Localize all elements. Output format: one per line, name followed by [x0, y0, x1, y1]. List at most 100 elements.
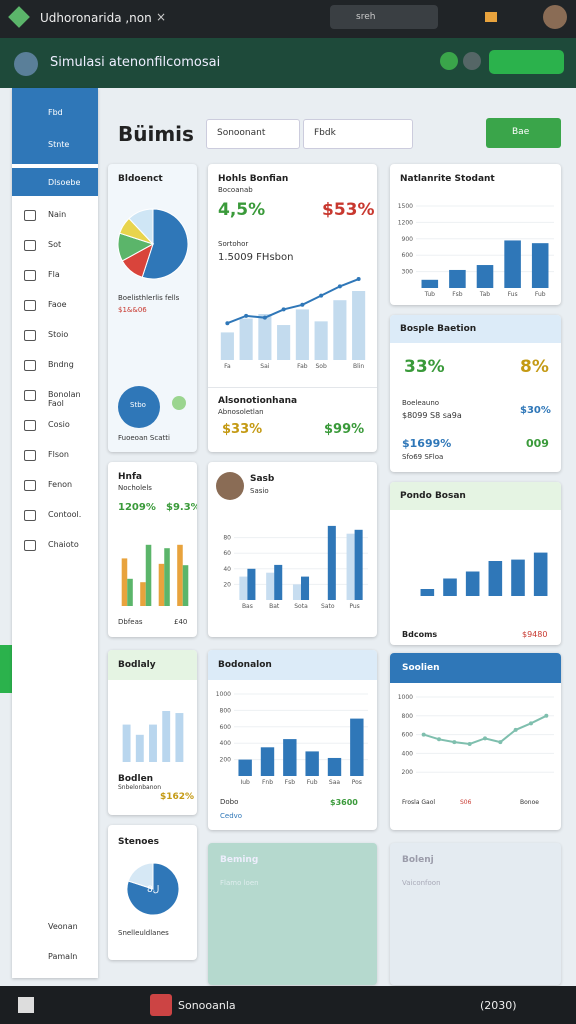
nav-item[interactable]: Fla	[48, 270, 60, 279]
point	[281, 307, 286, 312]
x-tick-label: Fub	[307, 779, 318, 786]
nav-item[interactable]: Contool.	[48, 510, 82, 519]
nav-item[interactable]: Stnte	[48, 140, 70, 149]
bar	[327, 757, 342, 776]
line: $8099 S8 sa9a	[402, 411, 462, 420]
kpi: $33%	[222, 422, 263, 437]
nav-item[interactable]: Flson	[48, 450, 69, 459]
bar	[301, 576, 310, 600]
nav-icon	[24, 480, 36, 491]
value: 009	[526, 437, 549, 450]
point	[498, 740, 503, 745]
caption: Sortohor	[218, 240, 249, 248]
divider	[208, 387, 377, 388]
footer: Cedvo	[220, 812, 243, 820]
button-text: Bae	[512, 127, 530, 137]
point	[225, 321, 230, 326]
nav-item[interactable]: Cosio	[48, 420, 70, 429]
start-button[interactable]	[18, 997, 34, 1013]
y-tick-label: 1200	[398, 219, 413, 226]
bar	[238, 759, 252, 776]
app-icon[interactable]	[150, 994, 172, 1016]
value: $1&&06	[118, 306, 147, 314]
line: Boeleauno	[402, 399, 440, 407]
y-tick-label: 1000	[216, 691, 231, 698]
nav-item[interactable]: Bndng	[48, 360, 74, 369]
nav-item[interactable]: Sot	[48, 240, 62, 249]
tab-close[interactable]: ×	[156, 10, 167, 24]
bar	[135, 734, 144, 762]
nav-icon	[24, 390, 36, 401]
bar	[164, 548, 170, 606]
bar-chart: 200 400 600 800 1000 Iub Fnb Fsb Fub Saa Pos	[216, 691, 368, 786]
x-tick-label: Sai	[260, 363, 269, 370]
card-sub: Flamo loen	[220, 879, 259, 887]
card-header	[390, 482, 561, 510]
nav-active[interactable]: Dlsoebe	[12, 168, 98, 196]
card: Bosple Baetion 33% 8% Boeleauno $8099 S8…	[390, 315, 561, 472]
button[interactable]	[489, 50, 564, 74]
nav-item[interactable]: Chaioto	[48, 540, 79, 549]
tab-title: Udhoronarida ,non	[40, 11, 152, 25]
card-title: Pondo Bosan	[400, 491, 466, 501]
x-tick-label: Pus	[349, 603, 359, 610]
nav-icon	[24, 300, 36, 311]
y-tick-label: 400	[402, 750, 414, 757]
y-tick-label: 1000	[398, 694, 413, 701]
caption: Boelisthlerlis fells	[118, 294, 180, 302]
bar-chart	[420, 552, 548, 596]
x-tick-label: Iub	[240, 779, 250, 786]
x-tick-label: Fa	[224, 363, 231, 370]
button[interactable]	[440, 52, 458, 70]
footer: Fuoeoan Scatti	[118, 434, 170, 442]
bar	[158, 563, 165, 606]
nav-item[interactable]: Fbd	[48, 108, 63, 117]
bar	[488, 561, 503, 596]
point	[244, 313, 249, 318]
bar	[350, 718, 364, 776]
point	[513, 727, 518, 732]
card: Bolenj Vaiconfoon	[390, 843, 561, 985]
value: 1.5009 FHsbon	[218, 252, 294, 263]
nav-item[interactable]: Veonan	[48, 922, 78, 931]
card: Soolien 200 400 600 800 1000 Frosla Gaol S06…	[390, 653, 561, 830]
nav-item[interactable]: Bonolan Faol	[48, 390, 81, 408]
card-title: Hohls Bonfian	[218, 174, 289, 184]
y-tick-label: 600	[402, 732, 414, 739]
bar	[420, 589, 435, 596]
avatar[interactable]	[543, 5, 567, 29]
nav-icon	[24, 330, 36, 341]
card: Bldoenct Boelisthlerlis fells $1&&06 Stb…	[108, 164, 197, 452]
bar-chart: 300 600 900 1200 1500 Tub Fsb Tab Fus Fub	[398, 203, 554, 298]
sidebar-header	[12, 88, 98, 164]
icon[interactable]	[485, 12, 497, 22]
search-box[interactable]: sreh	[330, 5, 438, 29]
dropdown[interactable]: Sonoonant	[206, 119, 300, 149]
kpi: 1209%	[118, 502, 156, 513]
x-tick-label: Blin	[353, 363, 364, 370]
nav-item[interactable]: Faoe	[48, 300, 67, 309]
nav-item[interactable]: Stoio	[48, 330, 69, 339]
bar	[533, 552, 548, 596]
bar	[476, 265, 494, 288]
dropdown-text: Fbdk	[314, 128, 336, 138]
point	[467, 742, 472, 746]
pie-slice	[126, 862, 180, 916]
taskbar-app[interactable]: Sonooanla	[178, 999, 236, 1012]
button[interactable]	[463, 52, 481, 70]
app-title: Simulasi atenonfilcomosai	[50, 55, 221, 70]
footer: Dobo	[220, 798, 239, 806]
footer: Bonoe	[520, 799, 539, 806]
button[interactable]: Bae	[486, 118, 561, 148]
card-header	[390, 653, 561, 683]
nav-item[interactable]: Pamaln	[48, 952, 78, 961]
dropdown[interactable]: Fbdk	[303, 119, 413, 149]
nav-item[interactable]: Nain	[48, 210, 67, 219]
y-tick-label: 600	[402, 252, 414, 259]
nav-item[interactable]: Fenon	[48, 480, 73, 489]
bar	[346, 533, 355, 600]
bar	[465, 571, 480, 596]
y-tick-label: 300	[402, 269, 414, 276]
card-title: Bodlaly	[118, 660, 156, 670]
